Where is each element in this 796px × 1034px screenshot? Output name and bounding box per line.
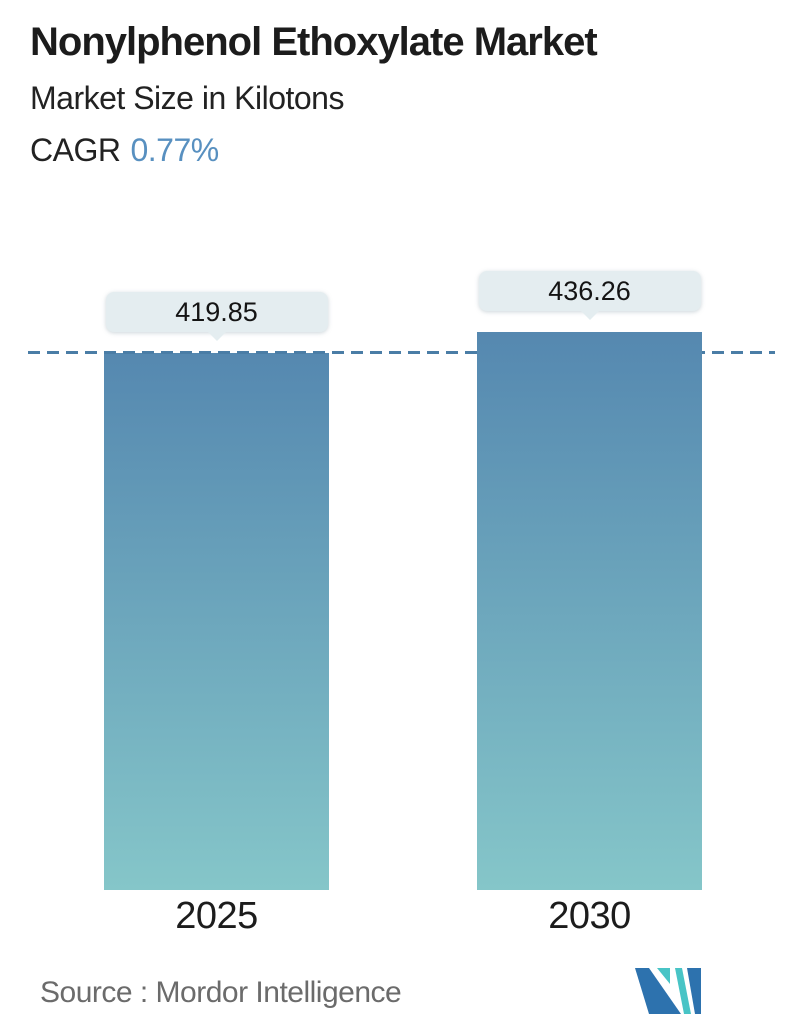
logo-right-teal-stroke bbox=[675, 968, 691, 1014]
logo-top-triangle bbox=[657, 968, 670, 984]
logo-left-stroke bbox=[635, 968, 681, 1014]
cagr-row: CAGR 0.77% bbox=[30, 132, 219, 169]
logo-right-blue-stroke bbox=[687, 968, 701, 1014]
page-title: Nonylphenol Ethoxylate Market bbox=[30, 20, 598, 64]
bar-2025[interactable] bbox=[104, 353, 329, 890]
cagr-label: CAGR bbox=[30, 132, 121, 168]
source-attribution: Source : Mordor Intelligence bbox=[40, 976, 402, 1009]
x-axis-label-2030: 2030 bbox=[548, 895, 631, 937]
value-label-2030: 436.26 bbox=[478, 271, 701, 311]
x-axis-label-2025: 2025 bbox=[175, 895, 258, 937]
chart-subtitle: Market Size in Kilotons bbox=[30, 80, 344, 116]
cagr-value: 0.77% bbox=[130, 132, 219, 168]
value-label-2025: 419.85 bbox=[105, 292, 328, 332]
reference-dashed-line bbox=[28, 351, 775, 354]
value-text: 419.85 bbox=[175, 297, 258, 327]
value-text: 436.26 bbox=[548, 276, 631, 306]
bar-2030[interactable] bbox=[477, 332, 702, 890]
mordor-intelligence-logo bbox=[635, 968, 701, 1014]
